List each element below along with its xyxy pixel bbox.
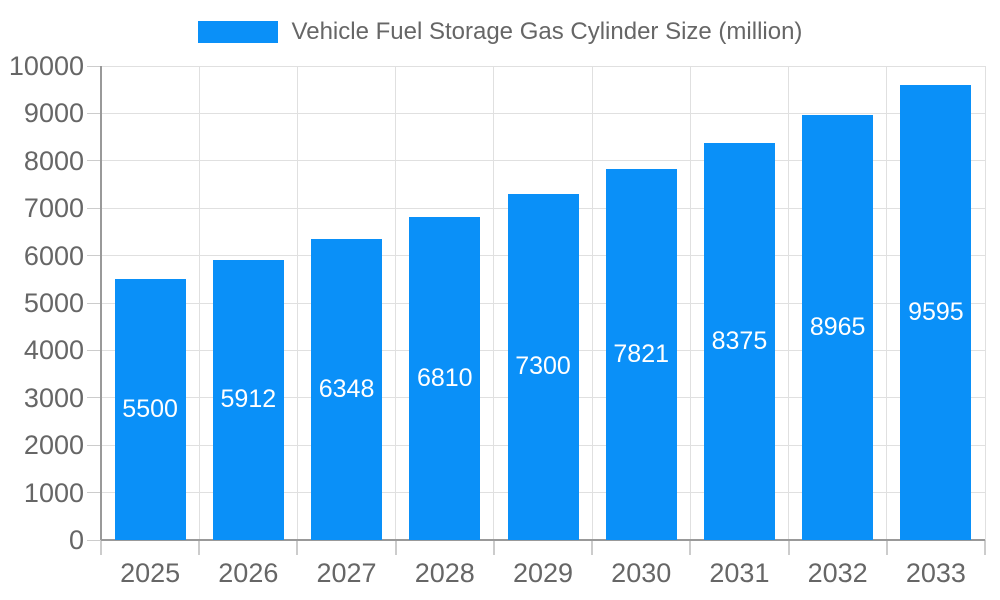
x-axis-tick bbox=[296, 540, 299, 555]
y-axis-tick bbox=[87, 255, 101, 257]
y-axis-label: 9000 bbox=[23, 98, 84, 129]
y-axis-label: 6000 bbox=[23, 240, 84, 271]
y-axis-label: 8000 bbox=[23, 145, 84, 176]
x-axis-label: 2030 bbox=[611, 558, 672, 588]
bar bbox=[311, 239, 383, 540]
y-axis-label: 2000 bbox=[23, 430, 84, 461]
y-axis-label: 5000 bbox=[23, 288, 84, 318]
x-axis-tick bbox=[787, 540, 790, 555]
gridline-vertical bbox=[296, 66, 298, 540]
y-axis-label: 10000 bbox=[8, 51, 84, 81]
legend-swatch bbox=[197, 21, 278, 43]
bar-value-label: 8375 bbox=[711, 327, 768, 355]
bar bbox=[703, 143, 775, 540]
y-axis-tick bbox=[87, 207, 101, 209]
bar bbox=[409, 217, 481, 540]
gridline-vertical bbox=[984, 66, 986, 540]
bar bbox=[114, 279, 186, 540]
x-axis-label: 2031 bbox=[709, 558, 770, 588]
x-axis-tick bbox=[885, 540, 888, 555]
gridline-vertical bbox=[493, 66, 495, 540]
x-axis-label: 2028 bbox=[414, 558, 475, 588]
y-axis-tick bbox=[87, 349, 101, 351]
y-axis-tick bbox=[87, 444, 101, 446]
y-axis-label: 3000 bbox=[23, 382, 84, 413]
bar-value-label: 6348 bbox=[318, 375, 375, 404]
x-axis-label: 2032 bbox=[807, 558, 868, 588]
y-axis-label: 0 bbox=[68, 525, 84, 555]
x-axis-label: 2025 bbox=[120, 558, 181, 588]
bar bbox=[507, 193, 579, 540]
gridline-horizontal bbox=[101, 112, 985, 114]
y-axis-tick bbox=[87, 160, 101, 162]
y-axis-label: 1000 bbox=[23, 477, 84, 508]
y-axis-label: 4000 bbox=[23, 335, 84, 366]
bar bbox=[212, 259, 284, 540]
y-axis-tick bbox=[87, 112, 101, 114]
x-axis-tick bbox=[100, 540, 102, 555]
gridline-vertical bbox=[395, 66, 397, 540]
bar-value-label: 6810 bbox=[416, 364, 473, 393]
bar-value-label: 8965 bbox=[809, 313, 866, 342]
y-axis-tick bbox=[87, 397, 101, 399]
gridline-vertical bbox=[591, 66, 593, 540]
gridline-horizontal bbox=[101, 65, 985, 67]
y-axis-line bbox=[100, 66, 102, 540]
gridline-horizontal bbox=[101, 160, 985, 162]
gridline-vertical bbox=[788, 66, 790, 540]
bar-value-label: 5912 bbox=[220, 385, 277, 414]
x-axis-tick bbox=[394, 540, 397, 555]
x-axis-tick bbox=[984, 540, 986, 555]
legend[interactable]: Vehicle Fuel Storage Gas Cylinder Size (… bbox=[0, 18, 1000, 46]
bar-value-label: 5500 bbox=[122, 395, 178, 424]
bar-value-label: 7821 bbox=[613, 340, 670, 369]
x-axis-label: 2027 bbox=[316, 558, 377, 588]
y-axis-tick bbox=[87, 302, 101, 304]
y-axis-label: 7000 bbox=[23, 193, 84, 224]
bar bbox=[605, 169, 677, 540]
bar-value-label: 7300 bbox=[515, 352, 571, 381]
x-axis-tick bbox=[689, 540, 692, 555]
y-axis-tick bbox=[87, 65, 101, 67]
bar bbox=[900, 85, 972, 540]
bar-value-label: 9595 bbox=[908, 298, 964, 327]
x-axis-label: 2033 bbox=[905, 558, 966, 588]
x-axis-label: 2029 bbox=[512, 558, 574, 588]
x-axis-tick bbox=[591, 540, 594, 555]
gridline-vertical bbox=[886, 66, 888, 540]
x-axis-tick bbox=[492, 540, 495, 555]
x-axis-label: 2026 bbox=[218, 558, 279, 588]
y-axis-tick bbox=[87, 492, 101, 494]
legend-label: Vehicle Fuel Storage Gas Cylinder Size (… bbox=[291, 18, 803, 45]
gridline-vertical bbox=[198, 66, 200, 540]
gridline-vertical bbox=[689, 66, 691, 540]
x-axis-line bbox=[101, 539, 985, 541]
x-axis-tick bbox=[198, 540, 201, 555]
y-axis-tick bbox=[87, 539, 101, 541]
bar bbox=[802, 115, 874, 540]
